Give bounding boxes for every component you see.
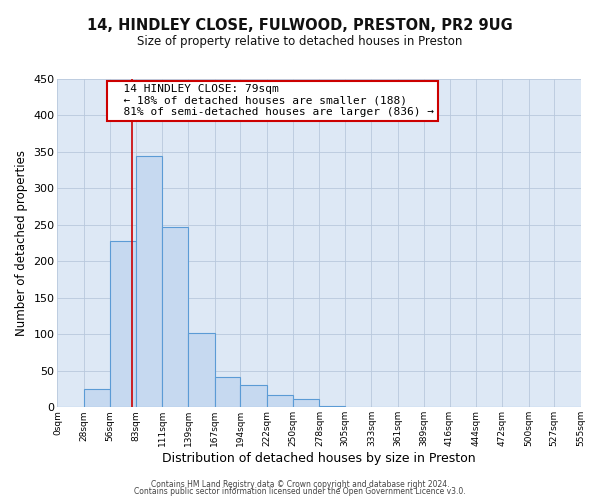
Bar (266, 395, 293, 407)
Bar (136, 156, 162, 408)
Bar (581, 406, 600, 407)
Text: 14 HINDLEY CLOSE: 79sqm
  ← 18% of detached houses are smaller (188)
  81% of se: 14 HINDLEY CLOSE: 79sqm ← 18% of detache… (110, 84, 434, 117)
Text: Contains public sector information licensed under the Open Government Licence v3: Contains public sector information licen… (134, 488, 466, 496)
Text: 14, HINDLEY CLOSE, FULWOOD, PRESTON, PR2 9UG: 14, HINDLEY CLOSE, FULWOOD, PRESTON, PR2… (87, 18, 513, 32)
Bar (293, 398, 319, 407)
Text: Contains HM Land Registry data © Crown copyright and database right 2024.: Contains HM Land Registry data © Crown c… (151, 480, 449, 489)
X-axis label: Distribution of detached houses by size in Preston: Distribution of detached houses by size … (162, 452, 476, 465)
Bar (319, 406, 345, 407)
Bar (84, 389, 110, 407)
Bar (188, 333, 215, 407)
Bar (215, 378, 240, 408)
Bar (162, 227, 188, 408)
Bar (110, 241, 136, 408)
Y-axis label: Number of detached properties: Number of detached properties (15, 150, 28, 336)
Bar (240, 386, 266, 407)
Text: Size of property relative to detached houses in Preston: Size of property relative to detached ho… (137, 35, 463, 48)
